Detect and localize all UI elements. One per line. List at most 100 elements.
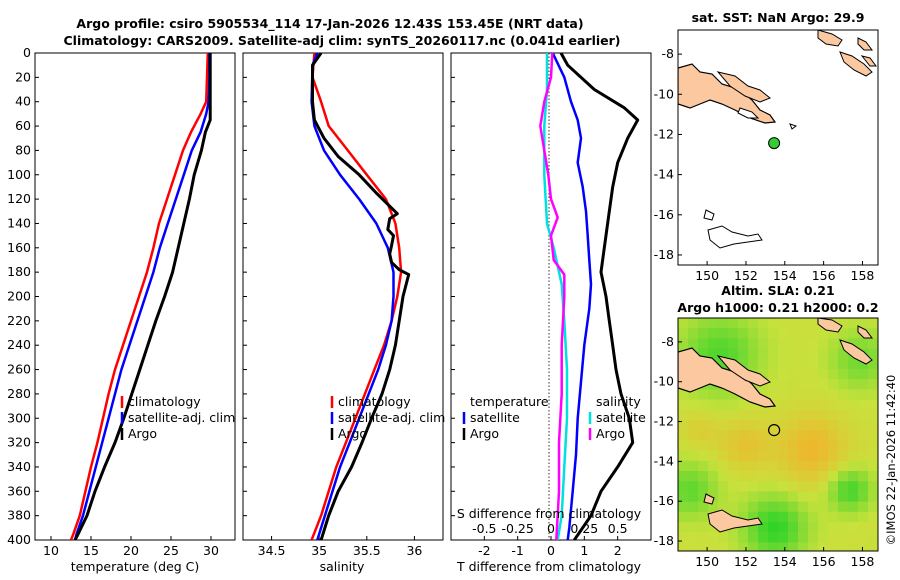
depth-tick-label: 240 xyxy=(7,337,31,352)
difference-y-ticks xyxy=(451,52,455,541)
map-x-tick-label: 156 xyxy=(812,554,836,569)
sla-cell xyxy=(758,532,769,543)
depth-tick-label: 260 xyxy=(7,362,31,377)
sla-cell xyxy=(698,522,709,533)
salinity-ticks: 34.5 35 35.5 36 xyxy=(258,536,422,558)
sla-cell xyxy=(748,348,759,360)
sla-cell xyxy=(768,328,779,339)
sla-cell xyxy=(708,338,719,350)
sla-cell xyxy=(738,440,749,452)
sla-cell xyxy=(848,471,859,482)
sla-cell xyxy=(738,348,749,360)
sla-cell xyxy=(838,542,849,551)
sla-cell xyxy=(688,389,699,401)
sla-cell xyxy=(868,460,878,472)
x-tick-label: 20 xyxy=(123,543,139,558)
sla-land-new-guinea xyxy=(678,347,777,408)
sst-land-solomon-1 xyxy=(839,51,873,77)
sla-cell xyxy=(828,399,839,411)
sla-cell xyxy=(798,328,809,339)
sla-cell xyxy=(708,328,719,339)
sla-cell xyxy=(848,542,859,551)
sla-cell xyxy=(838,511,849,523)
sla-cell xyxy=(828,532,839,543)
sla-cell xyxy=(808,318,819,329)
sla-cell xyxy=(848,399,859,411)
sla-cell xyxy=(808,328,819,339)
depth-tick-label: 40 xyxy=(15,94,31,109)
sla-cell xyxy=(768,522,779,533)
sla-cell xyxy=(778,450,789,462)
sla-cell xyxy=(748,542,759,551)
sla-cell xyxy=(868,501,878,513)
sla-cell xyxy=(848,409,859,421)
depth-tick-label: 80 xyxy=(15,142,31,157)
sla-cell xyxy=(798,348,809,360)
sla-cell xyxy=(688,491,699,503)
sla-cell xyxy=(848,460,859,472)
sla-cell xyxy=(728,430,739,441)
sla-cell xyxy=(838,450,849,462)
legend-s-argo-label: Argo xyxy=(596,426,625,441)
title-line-1: Argo profile: csiro 5905534_114 17-Jan-2… xyxy=(76,16,583,32)
sla-cell xyxy=(808,379,819,390)
sla-cell xyxy=(848,420,859,431)
sla-cell xyxy=(678,328,689,339)
sla-cell xyxy=(738,532,749,543)
salinity-series xyxy=(310,53,411,540)
sla-cell xyxy=(858,369,869,380)
map-x-tick-label: 150 xyxy=(695,268,719,283)
sla-cell xyxy=(748,430,759,441)
sla-cell xyxy=(858,318,869,329)
map-x-tick-label: 158 xyxy=(851,268,875,283)
sla-cell xyxy=(678,460,689,472)
sla-cell xyxy=(698,532,709,543)
sla-cell xyxy=(718,542,729,551)
legend-satellite-label: satellite-adj. clim xyxy=(128,410,235,425)
sla-cell xyxy=(718,420,729,431)
difference-panel: -2 -1 0 1 2 temperature satellite Argo salin… xyxy=(450,52,652,574)
sla-cell xyxy=(798,338,809,350)
sla-cell xyxy=(688,328,699,339)
temperature-series xyxy=(69,53,212,540)
sla-cell xyxy=(738,450,749,462)
depth-tick-label: 0 xyxy=(23,45,31,60)
series-line-satellite-adj-clim xyxy=(310,53,395,540)
sla-cell xyxy=(768,481,779,492)
depth-tick-label: 320 xyxy=(7,435,31,450)
sla-cell xyxy=(688,532,699,543)
difference-series xyxy=(539,53,640,540)
sla-cell xyxy=(678,338,689,350)
depth-tick-label: 180 xyxy=(7,264,31,279)
sla-cell xyxy=(758,389,769,401)
sla-cell xyxy=(858,481,869,492)
sst-island-1 xyxy=(737,107,760,119)
sla-cell xyxy=(768,369,779,380)
sla-cell xyxy=(838,522,849,533)
sla-cell xyxy=(738,399,749,411)
sla-cell xyxy=(778,522,789,533)
sla-cell xyxy=(718,491,729,503)
sla-cell xyxy=(808,348,819,360)
sla-cell xyxy=(778,460,789,472)
sla-cell xyxy=(788,430,799,441)
sla-cell xyxy=(778,440,789,452)
depth-tick-label: 220 xyxy=(7,313,31,328)
sla-cell xyxy=(848,440,859,452)
sla-cell xyxy=(858,430,869,441)
series-line-s-argo xyxy=(539,53,566,540)
sla-cell xyxy=(698,318,709,329)
sla-cell xyxy=(828,389,839,401)
sla-cell xyxy=(778,532,789,543)
sla-cell xyxy=(858,358,869,370)
sla-cell xyxy=(688,471,699,482)
t-difference-xlabel: T difference from climatology xyxy=(456,559,642,574)
sla-cell xyxy=(858,399,869,411)
sla-cell xyxy=(768,501,779,513)
map-y-tick-label: -10 xyxy=(654,374,674,389)
salinity-xlabel: salinity xyxy=(320,559,365,574)
sla-cell xyxy=(738,522,749,533)
sla-cell xyxy=(818,522,829,533)
sla-cell xyxy=(768,542,779,551)
sla-cell xyxy=(868,318,878,329)
